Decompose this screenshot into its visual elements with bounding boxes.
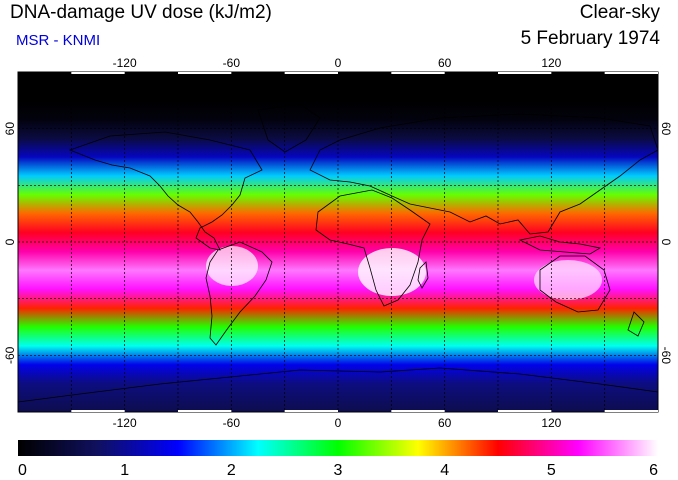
source-label: MSR - KNMI [16,32,101,49]
north-america-coast [68,131,263,251]
coastlines [18,103,658,403]
colorbar-tick-label: 1 [120,462,129,479]
lon-tick-label-bottom: 0 [335,416,342,430]
lat-tick-label-right: -60 [659,347,673,365]
longitude-ticks-bottom: -120 -60 0 60 120 [71,410,658,430]
colorbar [18,440,658,456]
lat-tick-label-left: -60 [3,346,17,364]
indonesia-coast [518,235,602,255]
date-label: 5 February 1974 [520,28,660,49]
antarctica-coast [18,367,658,403]
lon-tick-label-top: -120 [113,56,137,70]
new-zealand-coast [627,311,645,337]
latitude-ticks-left: 60 0 -60 [3,122,17,364]
longitude-ticks-top: -120 -60 0 60 120 [71,56,658,74]
lon-tick-label-bottom: -120 [113,416,137,430]
lat-tick-label-right: 0 [659,239,673,246]
lon-tick-label-bottom: 120 [541,416,561,430]
lon-tick-label-top: -60 [223,56,241,70]
colorbar-tick-label: 5 [547,462,556,479]
south-america-coast [205,241,273,346]
madagascar-coast [417,261,429,289]
latitude-ticks-right: 60 0 -60 [659,122,673,364]
lon-tick-label-top: 120 [541,56,561,70]
colorbar-tick-label: 3 [334,462,343,479]
eurasia-coast [309,113,658,235]
lon-tick-label-top: 60 [438,56,452,70]
africa-coast [315,189,431,307]
lon-tick-label-bottom: -60 [223,416,241,430]
greenland-coast [257,103,321,153]
graticule [18,72,658,412]
colorbar-tick-label: 2 [227,462,236,479]
lat-tick-label-left: 60 [3,122,17,136]
lon-tick-label-top: 0 [335,56,342,70]
colorbar-ticks: 0 1 2 3 4 5 6 [18,462,658,479]
africa-high-dose-patch [358,248,426,296]
south-america-high-dose-patch [206,246,258,286]
colorbar-tick-label: 0 [18,462,27,479]
page-title: DNA-damage UV dose (kJ/m2) [10,2,272,23]
colorbar-tick-label: 6 [649,462,658,479]
lon-tick-label-bottom: 60 [438,416,452,430]
australia-high-dose-patch [534,260,602,300]
lat-tick-label-right: 60 [659,122,673,136]
sky-condition-label: Clear-sky [579,2,660,23]
australia-coast [539,255,611,313]
lat-tick-label-left: 0 [3,238,17,245]
colorbar-tick-label: 4 [440,462,449,479]
